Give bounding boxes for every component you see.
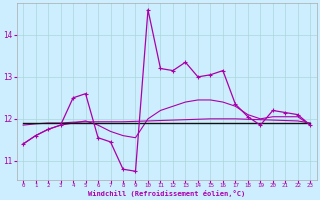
X-axis label: Windchill (Refroidissement éolien,°C): Windchill (Refroidissement éolien,°C) — [88, 190, 245, 197]
